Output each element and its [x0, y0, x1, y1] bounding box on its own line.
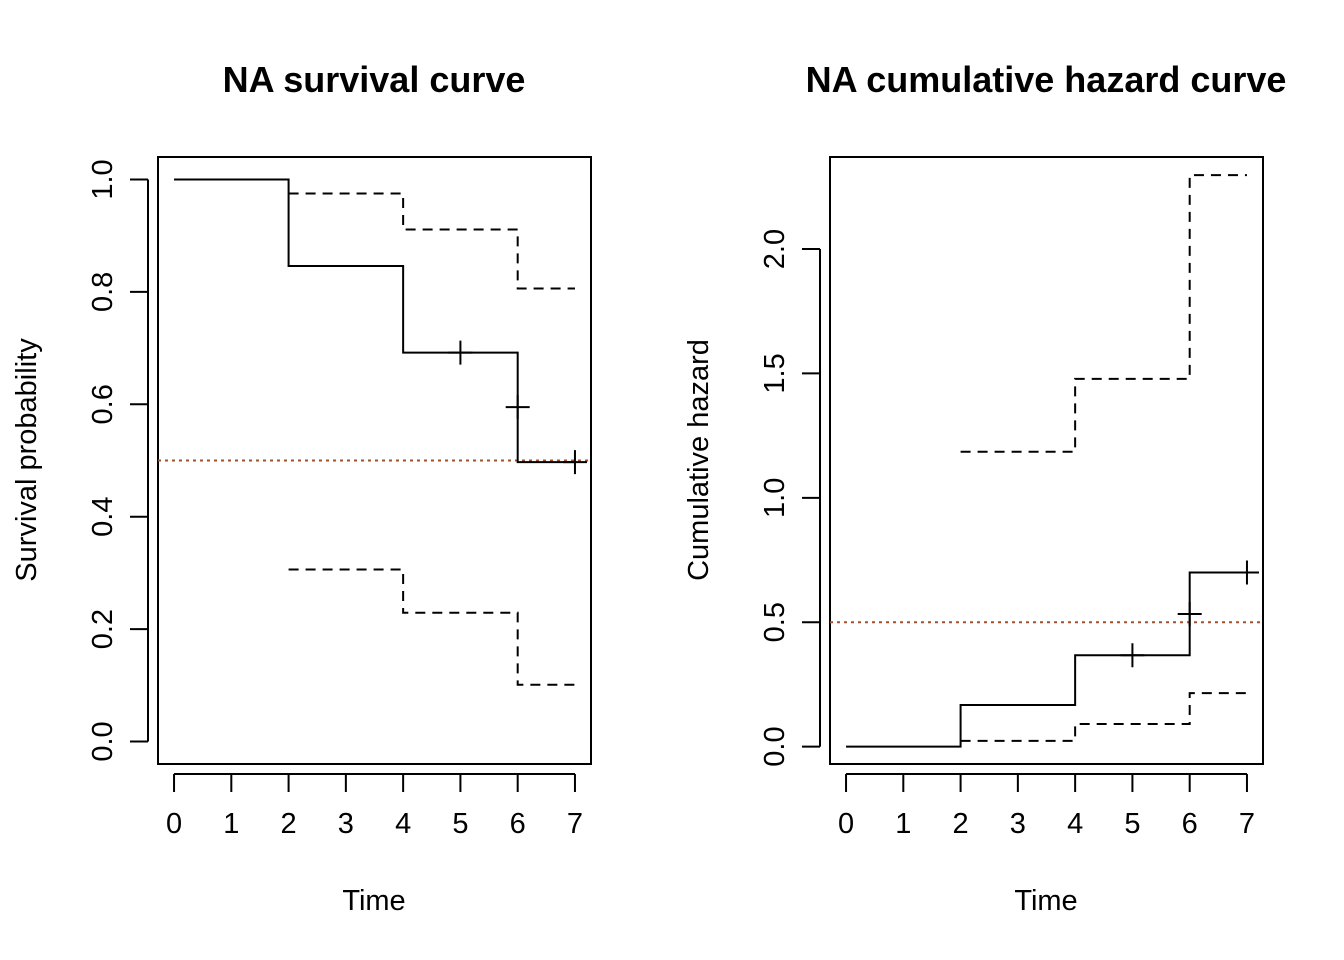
survival-x-tick-label: 7 — [567, 808, 583, 840]
survival-upper-line — [288, 192, 575, 290]
survival-y-tick-label: 1.0 — [87, 159, 119, 199]
hazard-y-tick-label: 1.5 — [759, 353, 791, 393]
hazard-lower-line — [960, 692, 1247, 742]
hazard-y-tick-label: 1.0 — [759, 478, 791, 518]
survival-x-tick-label: 3 — [338, 808, 354, 840]
survival-x-axis: 0 1 2 3 4 5 6 7 — [166, 773, 583, 840]
survival-estimate-line — [174, 178, 575, 464]
hazard-x-tick-label: 7 — [1239, 808, 1255, 840]
hazard-x-axis-label: Time — [1014, 885, 1077, 917]
hazard-x-tick-label: 6 — [1182, 808, 1198, 840]
hazard-estimate-line — [846, 571, 1247, 748]
hazard-y-axis-label: Cumulative hazard — [683, 339, 715, 581]
survival-y-tick-label: 0.8 — [87, 272, 119, 312]
hazard-y-tick-label: 0.0 — [759, 726, 791, 766]
hazard-censor-mark — [1234, 560, 1259, 585]
survival-x-tick-label: 0 — [166, 808, 182, 840]
survival-x-tick-label: 2 — [281, 808, 297, 840]
survival-x-tick-label: 5 — [452, 808, 468, 840]
survival-x-tick-label: 1 — [223, 808, 239, 840]
hazard-x-tick-label: 4 — [1067, 808, 1083, 840]
survival-y-tick-label: 0.4 — [87, 497, 119, 537]
hazard-chart-title: NA cumulative hazard curve — [806, 59, 1287, 100]
hazard-x-axis: 0 1 2 3 4 5 6 7 — [838, 773, 1255, 840]
hazard-x-tick-label: 1 — [895, 808, 911, 840]
survival-y-tick-label: 0.2 — [87, 609, 119, 649]
survival-y-axis: 0.0 0.2 0.4 0.6 0.8 1.0 — [87, 159, 149, 762]
survival-x-axis-label: Time — [342, 885, 405, 917]
hazard-upper-line — [960, 174, 1247, 453]
hazard-y-tick-label: 0.5 — [759, 602, 791, 642]
hazard-x-tick-label: 5 — [1124, 808, 1140, 840]
hazard-y-axis: 0.0 0.5 1.0 1.5 2.0 — [759, 229, 821, 767]
hazard-plot-area — [830, 174, 1263, 748]
hazard-censor-mark — [1120, 643, 1145, 668]
hazard-x-tick-label: 2 — [953, 808, 969, 840]
hazard-plot-frame — [829, 156, 1264, 765]
hazard-censor-mark — [1177, 601, 1202, 626]
survival-y-tick-label: 0.0 — [87, 721, 119, 761]
survival-censor-mark — [448, 340, 473, 365]
hazard-x-tick-label: 0 — [838, 808, 854, 840]
survival-x-tick-label: 6 — [510, 808, 526, 840]
survival-x-tick-label: 4 — [395, 808, 411, 840]
survival-y-axis-label: Survival probability — [11, 338, 43, 582]
survival-censor-mark — [562, 450, 587, 475]
survival-plot-area — [158, 178, 591, 686]
survival-censor-mark — [505, 395, 530, 420]
survival-chart-title: NA survival curve — [223, 59, 526, 100]
survival-y-tick-label: 0.6 — [87, 384, 119, 424]
hazard-x-tick-label: 3 — [1010, 808, 1026, 840]
hazard-y-tick-label: 2.0 — [759, 229, 791, 269]
